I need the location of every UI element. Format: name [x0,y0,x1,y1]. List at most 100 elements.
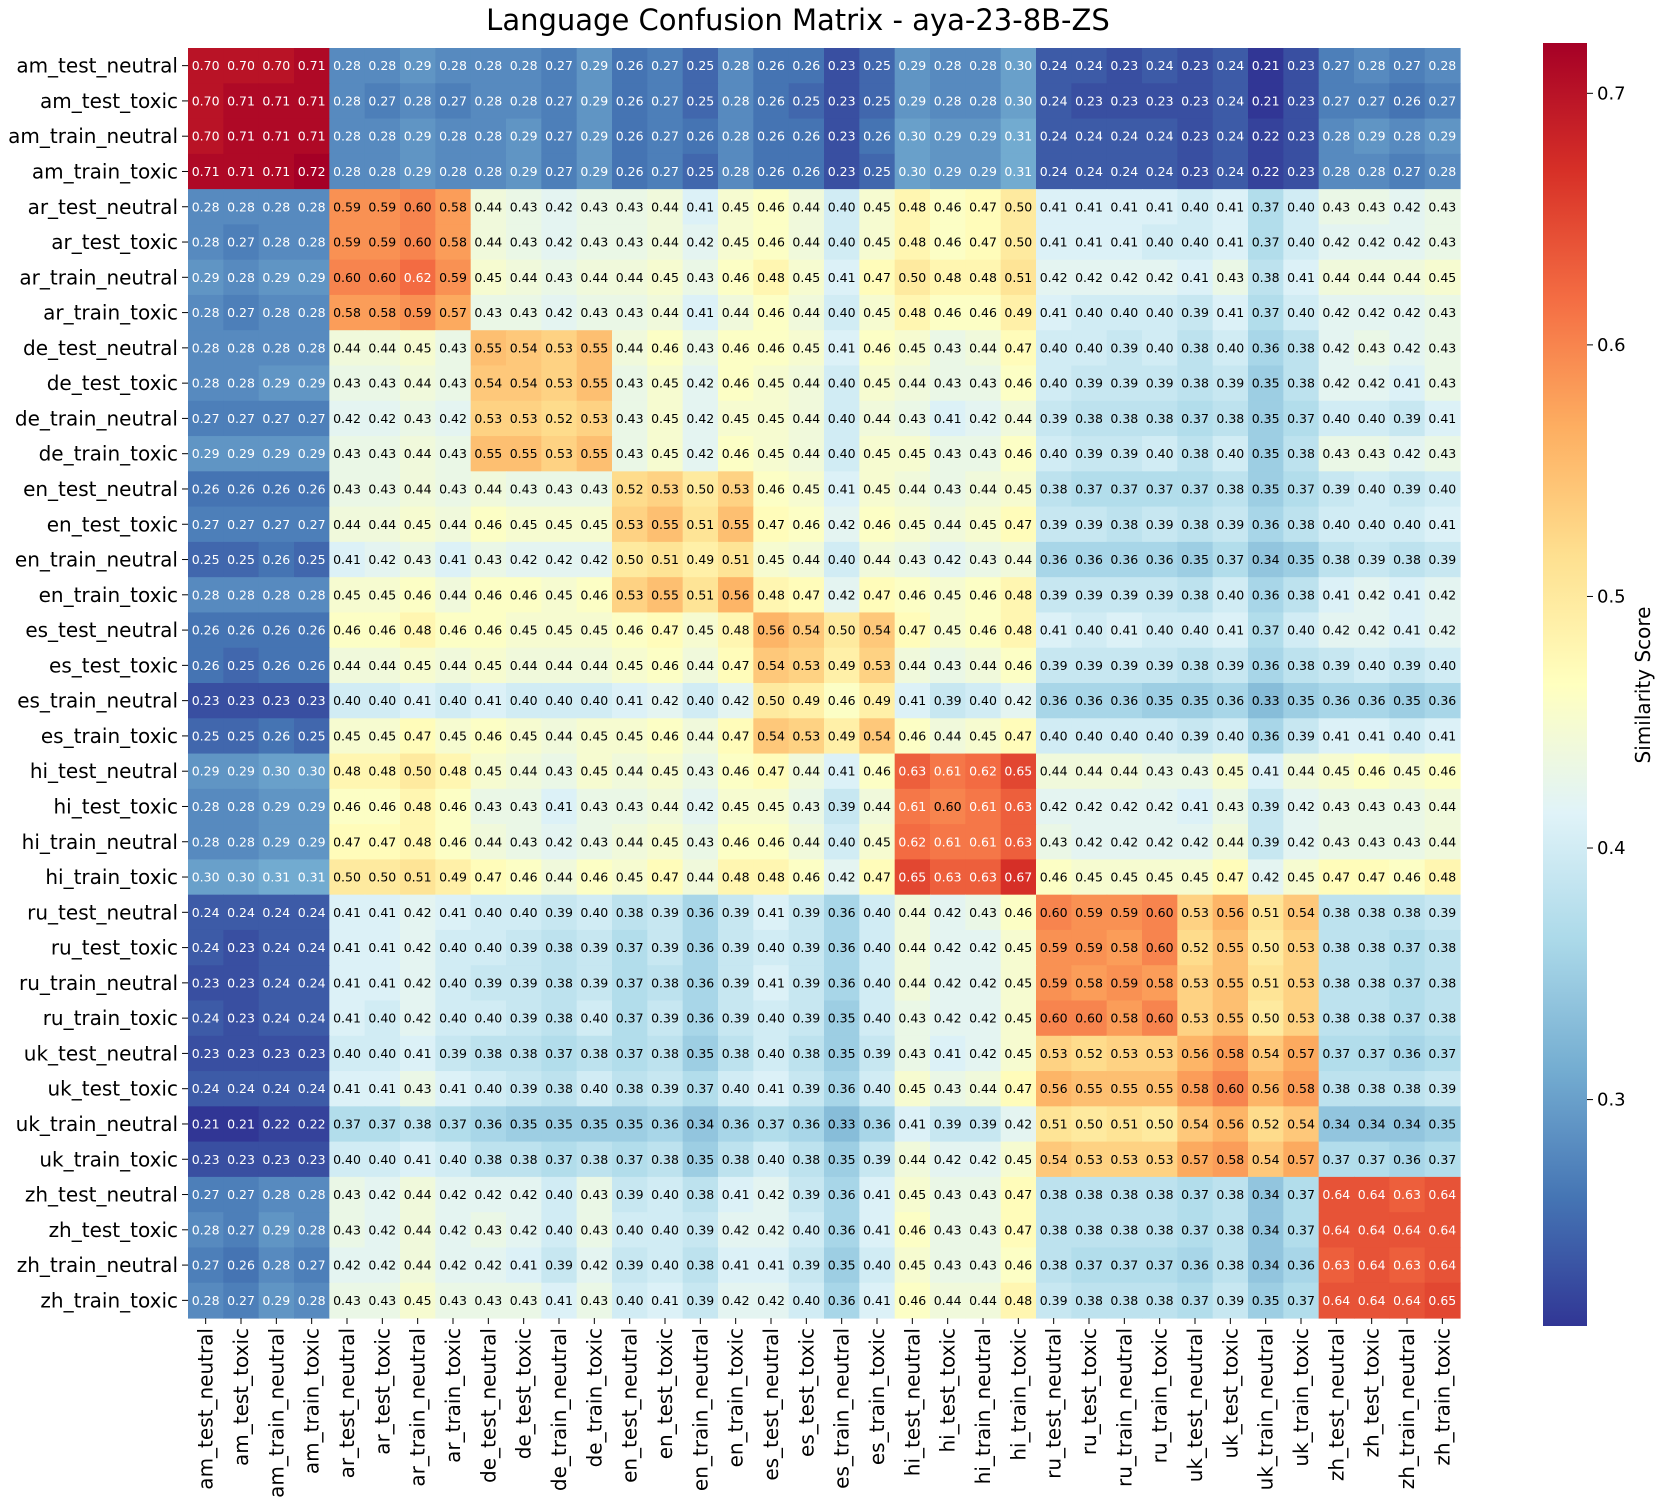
heatmap-cell-label: 0.40 [1216,587,1244,602]
heatmap-cell-label: 0.50 [1252,1011,1280,1026]
heatmap-cell-label: 0.43 [545,270,573,285]
heatmap-cell-label: 0.37 [1322,1152,1350,1167]
heatmap-cell-label: 0.37 [1287,1293,1315,1308]
heatmap-cell-label: 0.54 [757,728,785,743]
heatmap-cell [930,400,966,437]
heatmap-cell-label: 0.42 [404,975,432,990]
heatmap-cell-label: 0.40 [1075,340,1103,355]
heatmap-cell [223,577,260,614]
heatmap-cell-label: 0.40 [828,305,856,320]
heatmap-cell-label: 0.45 [545,517,573,532]
heatmap-cell [364,153,401,190]
heatmap-cell-label: 0.38 [1146,411,1174,426]
heatmap-cell-label: 0.43 [404,552,432,567]
heatmap-cell-label: 0.37 [1252,305,1280,320]
heatmap-cell [1283,365,1320,402]
heatmap-cell-label: 0.43 [1358,340,1386,355]
heatmap-cell [541,294,578,331]
heatmap-cell-label: 0.65 [898,870,926,885]
heatmap-cell-label: 0.47 [1004,340,1032,355]
heatmap-cell-label: 0.45 [651,834,679,849]
heatmap-cell-label: 0.41 [1428,411,1456,426]
heatmap-cell-label: 0.26 [616,164,644,179]
heatmap-cell-label: 0.43 [969,552,997,567]
heatmap-cell [506,436,542,472]
heatmap-cell-label: 0.46 [898,1293,926,1308]
heatmap-cell-label: 0.46 [580,870,608,885]
heatmap-cell-label: 0.41 [368,940,396,955]
heatmap-cell [435,471,472,508]
heatmap-cell-label: 0.38 [1146,1293,1174,1308]
heatmap-cell [541,365,578,402]
heatmap-cell [1389,118,1426,155]
heatmap-cell-label: 0.24 [298,975,326,990]
heatmap-cell-label: 0.39 [1146,658,1174,673]
x-tick-label: es_train_neutral [830,1328,854,1489]
heatmap-cell [1000,118,1037,155]
heatmap-cell-label: 0.43 [969,1258,997,1273]
heatmap-cell [1071,506,1108,543]
heatmap-cell [1036,48,1072,84]
heatmap-cell-label: 0.40 [651,1222,679,1237]
heatmap-cell [294,506,330,543]
heatmap-cell [1212,189,1249,225]
heatmap-cell [753,294,790,331]
heatmap-cell-label: 0.49 [686,552,714,567]
heatmap-cell-label: 0.43 [510,799,538,814]
heatmap-cell-label: 0.39 [1358,552,1386,567]
heatmap-cell-label: 0.44 [898,658,926,673]
heatmap-cell-label: 0.41 [757,975,785,990]
heatmap-cell [1389,365,1426,402]
heatmap-cell-label: 0.23 [227,1152,255,1167]
y-tick-label: ar_train_toxic [43,301,178,325]
heatmap-cell-label: 0.44 [969,340,997,355]
heatmap-cell-label: 0.36 [1216,693,1244,708]
heatmap-cell-label: 0.46 [828,693,856,708]
heatmap-cell-label: 0.46 [1358,764,1386,779]
heatmap-cell-label: 0.37 [1252,199,1280,214]
heatmap-cell-label: 0.27 [651,58,679,73]
heatmap-cell [647,83,684,120]
heatmap-cell-label: 0.22 [1252,129,1280,144]
heatmap-cell-label: 0.40 [828,235,856,250]
heatmap-cell-label: 0.29 [1428,129,1456,144]
heatmap-cell [1389,436,1426,472]
heatmap-cell-label: 0.45 [1146,870,1174,885]
heatmap-cell [753,330,790,367]
heatmap-cell-label: 0.72 [298,164,326,179]
heatmap-cell [894,330,931,367]
heatmap-cell-label: 0.36 [1040,693,1068,708]
heatmap-cell-label: 0.40 [368,1046,396,1061]
heatmap-cell-label: 0.44 [969,481,997,496]
heatmap-cell-label: 0.50 [333,870,361,885]
heatmap-cell-label: 0.37 [1075,481,1103,496]
heatmap-cell [1106,189,1143,225]
heatmap-cell [894,365,931,402]
heatmap-cell-label: 0.53 [545,446,573,461]
heatmap-cell-label: 0.37 [1181,481,1209,496]
heatmap-cell [1177,259,1214,296]
heatmap-cell [1177,153,1214,190]
heatmap-cell-label: 0.39 [510,940,538,955]
heatmap-cell-label: 0.39 [1181,728,1209,743]
heatmap-cell [541,436,578,472]
heatmap-cell [435,83,472,120]
heatmap-cell-label: 0.25 [227,552,255,567]
heatmap-cell-label: 0.53 [792,658,820,673]
heatmap-cell-label: 0.40 [1110,728,1138,743]
heatmap-cell-label: 0.56 [1216,1116,1244,1131]
heatmap-cell-label: 0.27 [1428,93,1456,108]
heatmap-cell-label: 0.40 [1358,517,1386,532]
heatmap-cell-label: 0.37 [1428,1046,1456,1061]
heatmap-cell-label: 0.38 [1181,658,1209,673]
heatmap-cell-label: 0.28 [474,58,502,73]
heatmap-cell [824,48,860,84]
heatmap-cell-label: 0.28 [298,1187,326,1202]
heatmap-cell-label: 0.40 [580,1081,608,1096]
heatmap-cell-label: 0.46 [474,587,502,602]
heatmap-cell-label: 0.41 [1216,623,1244,638]
heatmap-cell-label: 0.39 [1181,305,1209,320]
heatmap-cell-label: 0.43 [969,376,997,391]
heatmap-cell-label: 0.53 [474,411,502,426]
heatmap-cell-label: 0.37 [1358,1046,1386,1061]
